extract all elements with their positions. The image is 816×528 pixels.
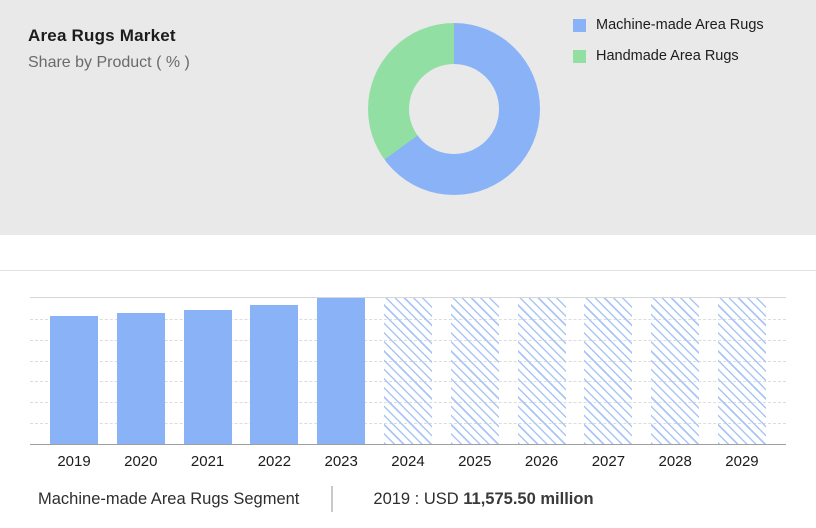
x-label-2022: 2022 <box>257 453 292 470</box>
bar-chart-section: 2019 2020 2021 2022 2023 2024 2025 2026 2027 2028… <box>0 270 816 528</box>
legend-item-handmade: Handmade Area Rugs <box>573 47 778 65</box>
bar-2020 <box>116 312 165 444</box>
x-label-2021: 2021 <box>190 453 225 470</box>
legend-swatch-machine-made <box>573 19 586 32</box>
legend-label: Machine-made Area Rugs <box>596 17 764 33</box>
bar-2023 <box>317 298 366 444</box>
footnote-row: Machine-made Area Rugs Segment 2019 : US… <box>38 486 778 512</box>
bar-2027 <box>584 298 633 444</box>
bar-2022 <box>250 305 299 444</box>
chart-legend: Machine-made Area Rugs Handmade Area Rug… <box>573 16 778 65</box>
legend-item-machine-made: Machine-made Area Rugs <box>573 16 778 34</box>
x-label-2024: 2024 <box>391 453 425 470</box>
bar-2021 <box>183 309 232 444</box>
donut-chart <box>368 23 540 195</box>
x-label-2029: 2029 <box>725 453 759 470</box>
x-label-2023: 2023 <box>324 453 358 470</box>
vertical-separator <box>331 486 334 512</box>
section-divider <box>0 270 816 271</box>
bar-2019 <box>50 315 98 444</box>
value-prefix: 2019 : USD <box>373 489 459 508</box>
bar-2028 <box>651 298 700 444</box>
page-subtitle: Share by Product ( % ) <box>28 54 190 71</box>
bar-2025 <box>450 298 499 444</box>
x-label-2026: 2026 <box>524 453 559 470</box>
segment-label: Machine-made Area Rugs Segment <box>38 489 300 508</box>
bar-2024 <box>383 298 432 444</box>
bar-2026 <box>517 298 566 444</box>
x-label-2019: 2019 <box>57 453 91 470</box>
bar-chart-plot <box>30 297 786 445</box>
legend-label: Handmade Area Rugs <box>596 48 739 65</box>
x-axis-labels: 2019 2020 2021 2022 2023 2024 2025 2026 2027 2028… <box>30 453 786 470</box>
value-amount: 11,575.50 million <box>463 489 594 508</box>
legend-swatch-handmade <box>573 50 586 64</box>
donut-hole <box>409 64 499 154</box>
x-label-2027: 2027 <box>591 453 626 470</box>
x-label-2025: 2025 <box>458 453 492 470</box>
bar-2029 <box>717 298 766 444</box>
x-label-2020: 2020 <box>124 453 158 470</box>
value-group: 2019 : USD 11,575.50 million <box>373 490 593 509</box>
x-label-2028: 2028 <box>658 453 692 470</box>
page-title: Area Rugs Market <box>28 26 176 45</box>
hero-section: Area Rugs Market Share by Product ( % ) … <box>0 0 816 235</box>
